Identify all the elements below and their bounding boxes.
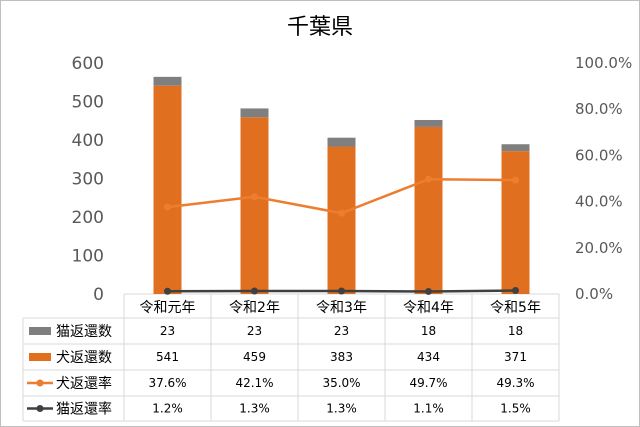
table-cell-value: 42.1% — [235, 376, 273, 390]
table-cell-value: 23 — [334, 324, 349, 338]
legend-label: 猫返還率 — [56, 401, 112, 418]
bar-dog-returns — [240, 117, 269, 294]
table-cell-value: 1.5% — [500, 402, 531, 416]
legend-swatch-1 — [29, 353, 51, 361]
table-cell-value: 1.2% — [152, 402, 183, 416]
left-axis-tick-label: 100 — [72, 247, 104, 267]
line-point-dog-rate — [164, 203, 171, 211]
line-point-cat-rate — [338, 287, 345, 295]
right-axis-ticks: 0.0% 20.0% 40.0% 60.0% 80.0% 100.0% — [575, 54, 632, 303]
right-axis-tick-label: 80.0% — [575, 100, 623, 118]
left-axis-ticks: 0 100 200 300 400 500 600 — [72, 54, 104, 305]
table-cell-value: 541 — [156, 350, 179, 364]
table-cell-value: 23 — [247, 324, 262, 338]
right-axis-tick-label: 100.0% — [575, 54, 632, 72]
table-cell-value: 1.1% — [413, 402, 444, 416]
line-point-cat-rate — [512, 287, 519, 295]
bar-cat-returns — [240, 108, 269, 118]
table-cell-value: 18 — [508, 324, 523, 338]
legend-marker-3 — [36, 405, 44, 412]
left-axis-tick-label: 500 — [72, 93, 104, 113]
category-label: 令和2年 — [229, 300, 280, 316]
category-label: 令和5年 — [490, 300, 541, 316]
line-point-dog-rate — [251, 193, 258, 201]
line-point-cat-rate — [425, 287, 432, 295]
line-point-cat-rate — [164, 287, 171, 295]
table-cell-value: 49.3% — [496, 376, 534, 390]
left-axis-tick-label: 0 — [93, 285, 104, 305]
line-point-dog-rate — [425, 175, 432, 183]
legend-label: 猫返還数 — [56, 324, 112, 340]
right-axis-tick-label: 20.0% — [575, 239, 623, 257]
bar-cat-returns — [327, 137, 356, 147]
category-label: 令和3年 — [316, 300, 367, 316]
table-cell-value: 1.3% — [326, 402, 357, 416]
left-axis-tick-label: 600 — [72, 54, 104, 74]
bar-cat-returns — [501, 144, 530, 152]
category-label: 令和4年 — [403, 300, 454, 316]
legend-label: 犬返還率 — [56, 375, 112, 392]
table-cell-value: 1.3% — [239, 402, 270, 416]
line-point-cat-rate — [251, 287, 258, 295]
table-cell-value: 371 — [504, 350, 527, 364]
left-axis-tick-label: 400 — [72, 131, 104, 151]
bar-cat-returns — [414, 119, 443, 127]
table-cell-value: 49.7% — [409, 376, 447, 390]
bar-series — [153, 76, 530, 294]
table-cell-value: 18 — [421, 324, 436, 338]
bar-cat-returns — [153, 76, 182, 86]
bar-dog-returns — [414, 126, 443, 294]
legend-label: 犬返還数 — [56, 350, 112, 366]
bar-dog-returns — [153, 85, 182, 294]
line-series — [164, 175, 519, 295]
left-axis-tick-label: 300 — [72, 170, 104, 190]
table-cell-value: 37.6% — [148, 376, 186, 390]
bar-dog-returns — [327, 146, 356, 294]
table-cell-value: 23 — [160, 324, 175, 338]
legend-swatch-0 — [29, 327, 51, 335]
table-cell-value: 35.0% — [322, 376, 360, 390]
right-axis-tick-label: 60.0% — [575, 146, 623, 164]
table-cell-value: 434 — [417, 350, 440, 364]
right-axis-tick-label: 0.0% — [575, 285, 613, 303]
left-axis-tick-label: 200 — [72, 208, 104, 228]
right-axis-tick-label: 40.0% — [575, 193, 623, 211]
table-cell-value: 383 — [330, 350, 353, 364]
line-point-dog-rate — [512, 176, 519, 184]
line-point-dog-rate — [338, 209, 345, 217]
chart-title: 千葉県 — [287, 15, 353, 40]
legend-marker-2 — [36, 379, 44, 387]
bar-dog-returns — [501, 151, 530, 294]
category-label: 令和元年 — [140, 300, 196, 316]
table-cell-value: 459 — [243, 350, 266, 364]
